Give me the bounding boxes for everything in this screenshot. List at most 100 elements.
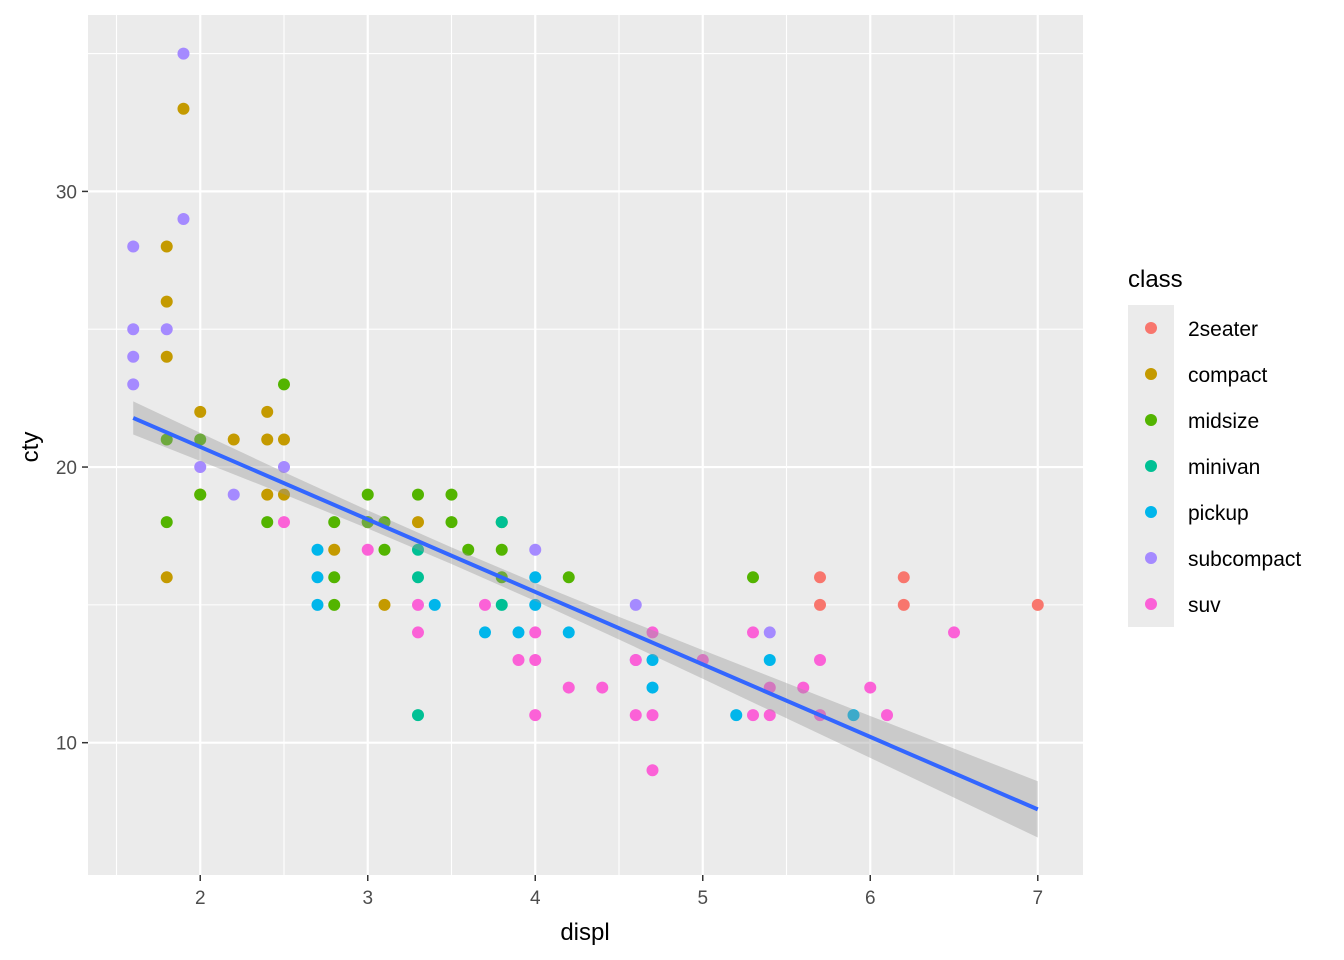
x-tick-label: 7 — [1032, 888, 1043, 909]
point-compact — [160, 350, 173, 363]
point-midsize — [462, 543, 475, 556]
point-compact — [261, 433, 274, 446]
point-subcompact — [127, 240, 140, 253]
y-tick-label: 10 — [56, 734, 77, 755]
point-pickup — [730, 709, 743, 722]
point-suv — [646, 709, 659, 722]
point-midsize — [160, 433, 173, 446]
point-subcompact — [177, 47, 190, 60]
point-pickup — [311, 571, 324, 584]
legend: class 2seater compact midsize minivan pickup… — [1128, 266, 1301, 627]
legend-label-subcompact: subcompact — [1188, 548, 1301, 571]
point-compact — [194, 405, 207, 418]
legend-key-midsize — [1145, 414, 1157, 426]
point-compact — [277, 488, 290, 501]
legend-key-subcompact — [1145, 552, 1157, 564]
point-suv — [277, 516, 290, 529]
point-midsize — [495, 543, 508, 556]
point-pickup — [562, 626, 575, 639]
point-compact — [411, 516, 424, 529]
plot-panel — [88, 15, 1083, 875]
x-tick-label: 2 — [195, 888, 206, 909]
point-compact — [177, 102, 190, 115]
point-2seater — [897, 571, 910, 584]
point-subcompact — [529, 543, 542, 556]
point-midsize — [277, 378, 290, 391]
legend-key-2seater — [1145, 322, 1157, 334]
legend-label-midsize: midsize — [1188, 410, 1259, 433]
point-suv — [797, 681, 810, 694]
point-suv — [747, 626, 760, 639]
point-suv — [411, 598, 424, 611]
legend-label-compact: compact — [1188, 364, 1268, 387]
point-midsize — [328, 516, 341, 529]
point-subcompact — [763, 626, 776, 639]
point-subcompact — [160, 323, 173, 336]
point-suv — [562, 681, 575, 694]
point-subcompact — [629, 598, 642, 611]
legend-key-minivan — [1145, 460, 1157, 472]
point-compact — [378, 598, 391, 611]
point-suv — [596, 681, 609, 694]
point-midsize — [194, 488, 207, 501]
legend-label-suv: suv — [1188, 594, 1221, 617]
point-compact — [160, 240, 173, 253]
legend-key-suv — [1145, 598, 1157, 610]
x-axis-title: displ — [560, 919, 609, 946]
y-tick-label: 20 — [56, 458, 77, 479]
point-minivan — [411, 709, 424, 722]
point-compact — [261, 405, 274, 418]
point-minivan — [411, 571, 424, 584]
point-compact — [277, 433, 290, 446]
point-suv — [763, 709, 776, 722]
x-tick-label: 4 — [530, 888, 541, 909]
point-2seater — [897, 598, 910, 611]
point-compact — [261, 488, 274, 501]
point-pickup — [512, 626, 525, 639]
point-pickup — [529, 571, 542, 584]
point-minivan — [411, 543, 424, 556]
point-midsize — [361, 488, 374, 501]
point-pickup — [763, 654, 776, 666]
point-pickup — [847, 709, 860, 722]
x-tick-label: 5 — [697, 888, 708, 909]
point-subcompact — [127, 378, 140, 391]
point-subcompact — [127, 350, 140, 363]
point-subcompact — [194, 461, 207, 474]
regression-smooth — [132, 401, 1039, 838]
legend-label-minivan: minivan — [1188, 456, 1260, 479]
point-subcompact — [227, 488, 240, 501]
point-midsize — [445, 516, 458, 529]
point-compact — [227, 433, 240, 446]
point-compact — [160, 295, 173, 308]
point-suv — [529, 626, 542, 639]
point-suv — [512, 654, 525, 666]
confidence-band — [133, 401, 1038, 838]
point-pickup — [478, 626, 491, 639]
data-points — [127, 47, 1044, 777]
point-midsize — [160, 516, 173, 529]
point-2seater — [1031, 598, 1044, 611]
point-midsize — [445, 488, 458, 501]
point-minivan — [495, 598, 508, 611]
point-subcompact — [177, 212, 190, 225]
point-suv — [529, 709, 542, 722]
point-subcompact — [127, 323, 140, 336]
axes: 2 3 4 5 6 7 10 20 30 — [56, 182, 1043, 909]
point-compact — [328, 543, 341, 556]
point-pickup — [529, 598, 542, 611]
point-suv — [646, 764, 659, 777]
legend-key-pickup — [1145, 506, 1157, 518]
point-pickup — [428, 598, 441, 611]
point-suv — [948, 626, 961, 639]
point-pickup — [311, 543, 324, 556]
point-2seater — [814, 571, 827, 584]
point-midsize — [562, 571, 575, 584]
point-pickup — [646, 654, 659, 666]
point-suv — [864, 681, 877, 694]
x-tick-label: 6 — [865, 888, 876, 909]
x-tick-label: 3 — [362, 888, 373, 909]
legend-title: class — [1128, 266, 1183, 293]
point-suv — [881, 709, 894, 722]
